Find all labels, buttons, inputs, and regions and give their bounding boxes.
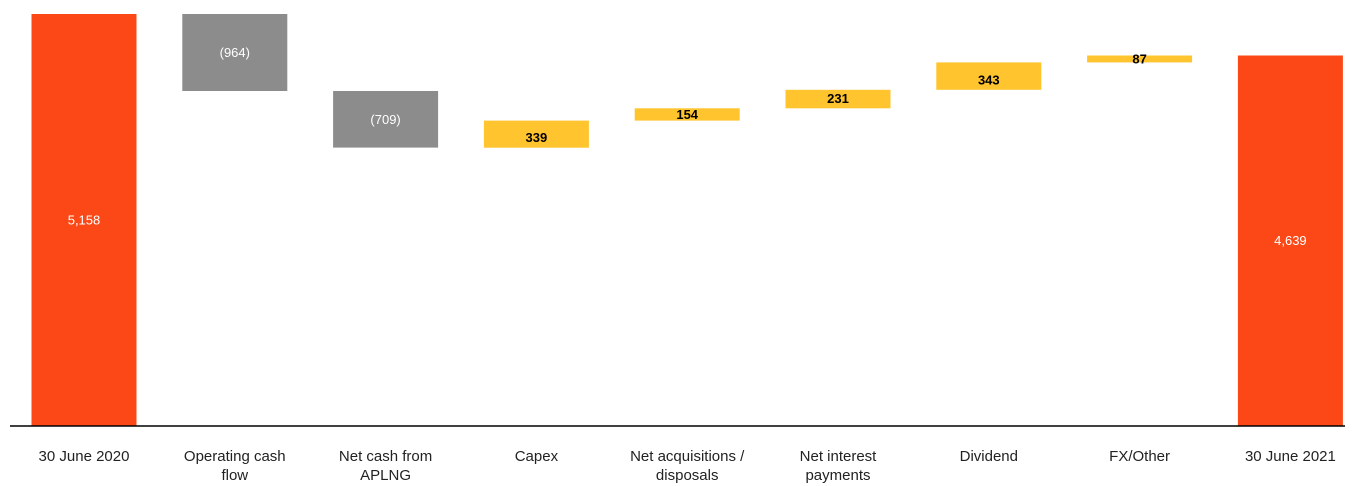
bars-layer bbox=[31, 14, 1343, 426]
category-label-30-june-2021: 30 June 2021 bbox=[1245, 448, 1336, 465]
category-label-fx-other: FX/Other bbox=[1109, 448, 1170, 465]
bar-30-june-2021 bbox=[1237, 55, 1343, 426]
value-label-operating-cash-flow: (964) bbox=[220, 45, 250, 60]
value-label-fx-other: 87 bbox=[1132, 51, 1146, 66]
bar-30-june-2020 bbox=[31, 14, 137, 426]
category-label-operating-cash-flow: Operating cash flow bbox=[184, 448, 286, 484]
category-label-dividend: Dividend bbox=[960, 448, 1018, 465]
category-label-net-interest-payments: Net interest payments bbox=[800, 448, 878, 484]
bar-net-acquisitions-disposals bbox=[634, 108, 740, 121]
bar-fx-other bbox=[1087, 55, 1193, 63]
category-label-capex: Capex bbox=[515, 448, 559, 465]
bar-dividend bbox=[936, 62, 1042, 90]
value-label-dividend: 343 bbox=[978, 72, 1000, 87]
value-labels-layer: 5,158 (964) (709) 339 154 231 343 87 4,639 bbox=[68, 45, 1307, 248]
category-label-net-acquisitions-disposals: Net acquisitions / disposals bbox=[630, 448, 745, 484]
category-labels-layer: 30 June 2020 Operating cash flow Net cash f… bbox=[39, 448, 1336, 484]
bar-capex bbox=[483, 120, 589, 148]
category-label-net-cash-from-aplng: Net cash from APLNG bbox=[339, 448, 432, 484]
bar-net-cash-from-aplng bbox=[333, 91, 439, 148]
bar-net-interest-payments bbox=[785, 89, 891, 109]
value-label-30-june-2021: 4,639 bbox=[1274, 233, 1307, 248]
value-label-net-cash-from-aplng: (709) bbox=[370, 112, 400, 127]
value-label-capex: 339 bbox=[526, 130, 548, 145]
value-label-30-june-2020: 5,158 bbox=[68, 213, 101, 228]
category-label-30-june-2020: 30 June 2020 bbox=[39, 448, 130, 465]
value-label-net-acquisitions-disposals: 154 bbox=[676, 107, 698, 122]
bar-operating-cash-flow bbox=[182, 14, 288, 91]
value-label-net-interest-payments: 231 bbox=[827, 91, 849, 106]
